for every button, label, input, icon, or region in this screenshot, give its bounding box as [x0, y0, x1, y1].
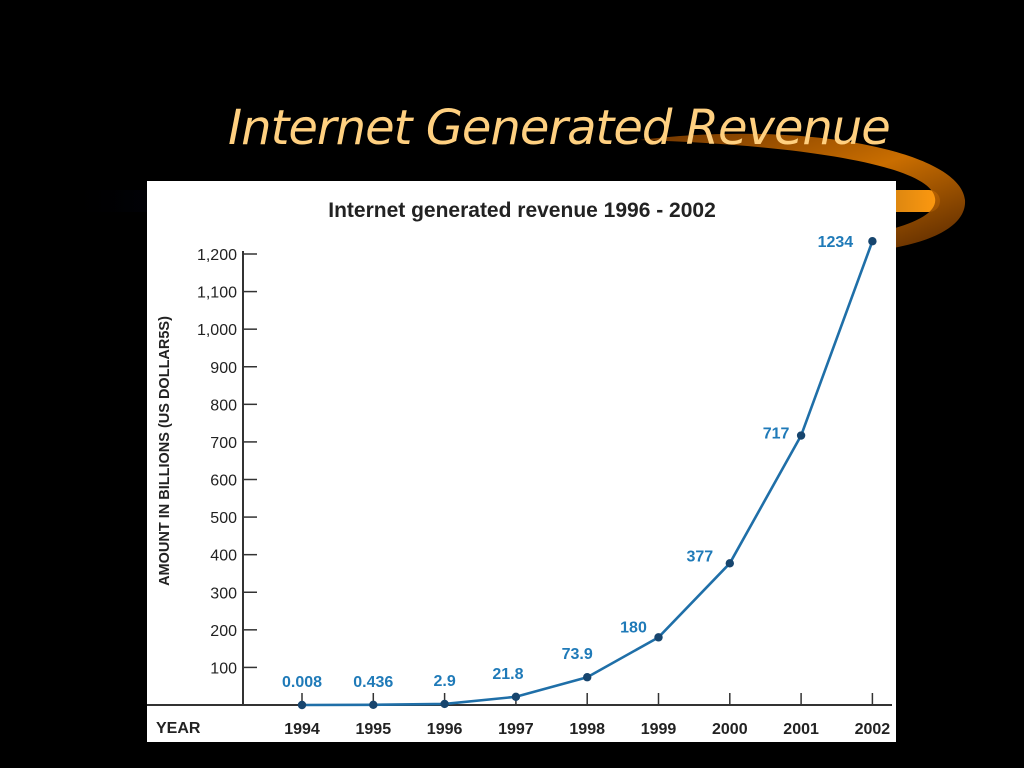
data-point [297, 700, 307, 710]
slide-title: Internet Generated Revenue [228, 100, 891, 156]
data-label: 377 [686, 548, 713, 565]
y-tick-label: 300 [210, 585, 237, 602]
y-tick-label: 1,200 [197, 247, 237, 264]
data-point [369, 700, 378, 710]
data-label: 1234 [818, 234, 854, 251]
data-point [583, 673, 592, 682]
data-point [796, 431, 806, 440]
data-label: 21.8 [492, 666, 523, 683]
data-point [511, 692, 521, 702]
x-tick-label: 1996 [427, 721, 463, 738]
data-point [654, 633, 663, 642]
x-tick-label: 1999 [641, 721, 677, 738]
y-tick-label: 500 [210, 510, 237, 527]
y-tick-label: 400 [210, 548, 237, 565]
data-label: 180 [620, 619, 647, 636]
data-label: 0.008 [282, 674, 322, 691]
y-tick-label: 1,100 [197, 285, 237, 302]
x-tick-label: 2000 [712, 721, 748, 738]
data-point [725, 559, 734, 568]
line-chart: Internet generated revenue 1996 - 2002 A… [147, 199, 892, 738]
data-point [868, 237, 877, 246]
data-point [440, 699, 449, 709]
data-label: 0.436 [353, 674, 393, 691]
y-axis-label: AMOUNT IN BILLIONS (US DOLLAR5S) [157, 316, 173, 586]
y-tick-label: 200 [210, 623, 237, 640]
x-tick-label: 1997 [498, 721, 534, 738]
revenue-line [301, 240, 874, 707]
chart-panel: Internet generated revenue 1996 - 2002 A… [147, 181, 896, 742]
y-tick-label: 1,000 [197, 322, 237, 339]
x-axis-label: YEAR [156, 720, 201, 737]
x-tick-label: 2002 [855, 721, 891, 738]
x-tick-label: 1998 [569, 721, 605, 738]
y-tick-label: 900 [210, 360, 237, 377]
swoosh-arc [640, 133, 966, 254]
x-tick-label: 1995 [356, 721, 392, 738]
y-tick-label: 700 [210, 435, 237, 452]
chart-title: Internet generated revenue 1996 - 2002 [328, 199, 716, 222]
data-label: 73.9 [562, 646, 593, 663]
x-tick-label: 2001 [783, 721, 819, 738]
y-tick-label: 800 [210, 397, 237, 414]
x-tick-label: 1994 [284, 721, 320, 738]
y-tick-label: 100 [210, 660, 237, 677]
data-label: 717 [763, 426, 790, 443]
data-label: 2.9 [433, 673, 455, 690]
y-tick-label: 600 [210, 473, 237, 490]
